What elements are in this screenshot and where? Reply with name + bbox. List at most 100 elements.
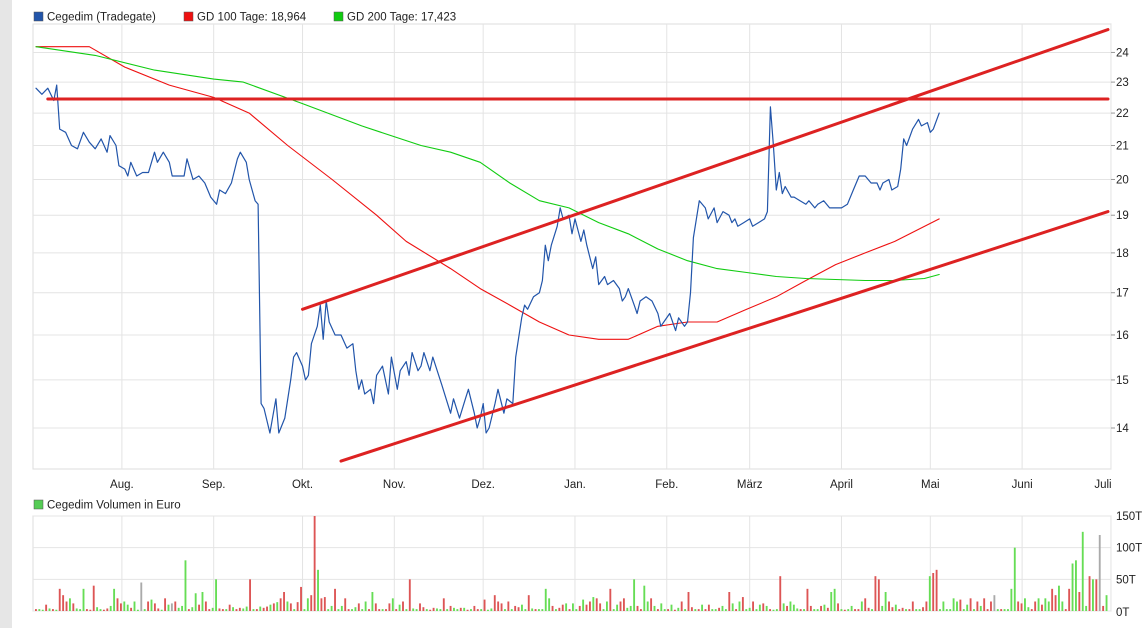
volume-bar-171	[616, 604, 619, 611]
volume-bar-227	[806, 588, 809, 611]
volume-bars	[35, 516, 1108, 611]
series-line-trendlinie-unten	[339, 210, 1110, 463]
volume-bar-32	[143, 609, 146, 611]
volume-bar-46	[191, 607, 194, 611]
volume-bar-229	[813, 609, 816, 611]
volume-bar-293	[1030, 609, 1033, 611]
volume-bar-225	[799, 609, 802, 611]
volume-bar-281	[990, 601, 992, 611]
volume-bar-48	[198, 604, 201, 611]
y-tick-label-18: 18	[1116, 248, 1129, 260]
volume-bar-39	[167, 604, 170, 611]
volume-bar-303	[1064, 609, 1067, 611]
volume-bar-7	[58, 588, 61, 611]
volume-bar-280	[986, 609, 989, 611]
volume-bar-167	[602, 609, 605, 611]
volume-bar-246	[871, 609, 873, 611]
volume-bar-82	[313, 516, 316, 611]
x-tick-label-aug: Aug.	[110, 479, 134, 491]
volume-bar-89	[337, 609, 340, 611]
volume-bar-198	[707, 604, 710, 611]
volume-bar-178	[639, 609, 642, 611]
volume-bar-164	[592, 597, 595, 611]
volume-bar-88	[334, 588, 336, 611]
volume-bar-58	[232, 607, 234, 611]
volume-bar-252	[891, 607, 894, 611]
volume-bar-212	[755, 609, 758, 611]
volume-bar-160	[578, 605, 581, 611]
volume-bar-224	[796, 608, 799, 611]
volume-bar-128	[470, 609, 472, 611]
volume-bar-205	[731, 603, 734, 611]
volume-bar-256	[905, 609, 907, 611]
volume-bar-30	[136, 609, 139, 611]
series-line-cegedim-tradegate	[35, 84, 940, 434]
volume-bar-238	[843, 609, 846, 611]
volume-bar-183	[656, 609, 659, 611]
volume-bar-126	[463, 607, 466, 611]
volume-bar-180	[646, 601, 649, 611]
volume-bar-181	[650, 598, 653, 611]
volume-bar-156	[565, 603, 568, 611]
volume-bar-211	[752, 601, 754, 611]
volume-bar-287	[1010, 588, 1013, 611]
volume-bar-1	[38, 609, 41, 611]
volume-bar-101	[378, 609, 381, 611]
volume-bar-93	[351, 609, 353, 611]
volume-bar-76	[293, 609, 296, 611]
volume-bar-144	[524, 609, 527, 611]
volume-bar-8	[62, 595, 65, 611]
volume-bar-52	[211, 607, 214, 611]
x-tick-label-dez: Dez.	[471, 479, 495, 491]
volume-bar-270	[952, 598, 955, 611]
volume-bar-257	[908, 609, 911, 611]
volume-bar-138	[504, 609, 506, 611]
volume-bar-163	[588, 601, 591, 611]
volume-bar-45	[187, 609, 190, 611]
volume-bar-203	[724, 609, 727, 611]
volume-bar-25	[119, 603, 122, 611]
volume-bar-13	[79, 609, 82, 611]
volume-bar-255	[901, 607, 904, 611]
volume-bar-81	[310, 595, 313, 611]
volume-bar-136	[497, 601, 500, 611]
volume-bar-105	[391, 598, 394, 611]
volume-bar-42	[177, 607, 180, 611]
volume-bar-206	[735, 609, 738, 611]
volume-bar-11	[72, 603, 75, 611]
volume-bar-250	[884, 592, 887, 611]
volume-bar-147	[534, 609, 537, 611]
y-tick-label-14: 14	[1116, 423, 1129, 435]
volume-bar-104	[388, 603, 391, 611]
volume-bar-94	[354, 607, 357, 611]
volume-bar-196	[701, 604, 704, 611]
volume-bar-9	[65, 601, 68, 611]
y-tick-label-19: 19	[1116, 210, 1129, 222]
volume-legend-label: Cegedim Volumen in Euro	[47, 500, 181, 512]
volume-bar-286	[1007, 609, 1009, 611]
volume-bar-254	[898, 609, 901, 611]
volume-bar-187	[670, 604, 673, 611]
volume-bar-182	[653, 605, 656, 611]
volume-bar-14	[82, 588, 85, 611]
volume-bar-258	[911, 601, 914, 611]
volume-bar-245	[867, 607, 870, 611]
y-tick-label-22: 22	[1116, 108, 1129, 120]
volume-bar-202	[721, 605, 724, 611]
volume-bar-230	[816, 609, 819, 611]
volume-bar-308	[1081, 531, 1084, 611]
volume-bar-84	[320, 598, 323, 611]
volume-bar-173	[622, 598, 625, 611]
volume-bar-149	[541, 609, 544, 611]
volume-bar-248	[877, 579, 880, 611]
volume-bar-18	[96, 607, 99, 611]
volume-bar-259	[915, 609, 918, 611]
volume-bar-204	[728, 592, 731, 611]
volume-bar-192	[687, 592, 690, 611]
volume-bar-253	[894, 604, 897, 611]
volume-bar-184	[660, 603, 663, 611]
volume-bar-61	[242, 608, 245, 611]
volume-bar-275	[969, 598, 972, 611]
volume-bar-56	[225, 609, 228, 611]
volume-bar-237	[840, 609, 843, 611]
